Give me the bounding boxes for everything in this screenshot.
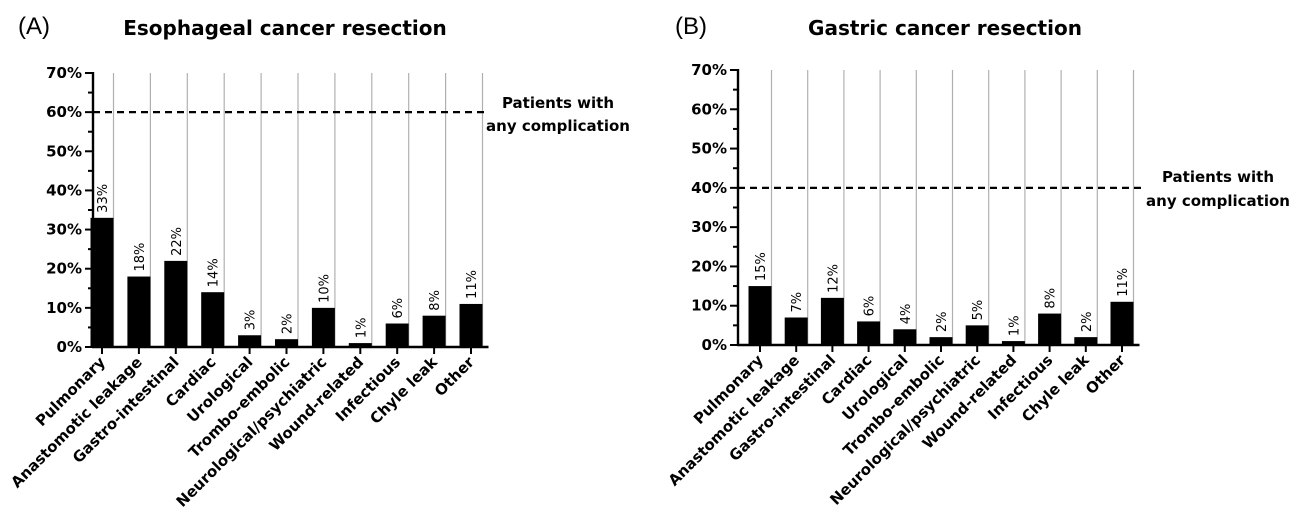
data-label: 10% xyxy=(317,274,332,303)
data-label: 7% xyxy=(790,292,805,313)
data-label: 11% xyxy=(465,270,480,299)
data-label: 14% xyxy=(207,258,222,287)
panel-b: (B) Gastric cancer resection 15% 7% 12% 6% 4% 2… xyxy=(665,13,1290,509)
bar-gastro-intestinal xyxy=(164,260,188,347)
reference-line-label: Patients with xyxy=(1162,168,1274,186)
x-category-label: Other xyxy=(1082,351,1129,398)
bar-anastomotic-leakage xyxy=(127,276,151,347)
bar-urological xyxy=(893,329,917,345)
bar-wound-related xyxy=(1001,341,1025,345)
x-category-label: Other xyxy=(431,353,478,400)
data-label: 6% xyxy=(863,296,878,317)
y-tick-label: 60% xyxy=(46,103,82,121)
data-label: 15% xyxy=(754,252,769,281)
data-label: 1% xyxy=(354,317,369,338)
bar-chyle-leak xyxy=(422,315,446,347)
bar-gastro-intestinal xyxy=(820,297,844,345)
chart-title: Gastric cancer resection xyxy=(808,16,1082,40)
data-label: 2% xyxy=(1080,312,1095,333)
data-label: 8% xyxy=(1044,288,1059,309)
data-label: 2% xyxy=(935,312,950,333)
y-tick-label: 0% xyxy=(702,336,727,354)
data-label: 2% xyxy=(281,314,296,335)
bar-other xyxy=(459,303,483,347)
data-label: 6% xyxy=(391,298,406,319)
bar-wound-related xyxy=(348,343,372,347)
data-label: 8% xyxy=(428,290,443,311)
bar-neurological-psychiatric xyxy=(311,307,335,347)
bar-urological xyxy=(238,335,262,347)
y-tick-label: 70% xyxy=(46,64,82,82)
bar-neurological-psychiatric xyxy=(965,325,989,345)
bar-pulmonary xyxy=(748,286,772,345)
y-tick-label: 50% xyxy=(46,142,82,160)
data-label: 33% xyxy=(96,184,111,213)
panel-a: (A) Esophageal cancer resection 33% 18% 22% 1… xyxy=(7,13,630,511)
bar-infectious xyxy=(385,323,409,347)
data-label: 11% xyxy=(1116,268,1131,297)
panel-letter: (A) xyxy=(18,13,50,40)
bar-other xyxy=(1110,301,1134,345)
y-tick-label: 30% xyxy=(46,221,82,239)
bar-pulmonary xyxy=(90,217,114,347)
y-tick-label: 20% xyxy=(46,260,82,278)
reference-line-label: Patients with xyxy=(502,94,614,112)
bar-cardiac xyxy=(857,321,881,345)
data-label: 12% xyxy=(826,264,841,293)
bar-infectious xyxy=(1038,313,1062,345)
bar-trombo-embolic xyxy=(275,339,298,347)
bar-trombo-embolic xyxy=(929,337,953,345)
data-label: 1% xyxy=(1007,315,1022,336)
data-label: 3% xyxy=(244,310,259,331)
y-tick-label: 20% xyxy=(691,257,727,275)
y-tick-label: 70% xyxy=(691,61,727,79)
reference-line-label: any complication xyxy=(486,117,630,135)
panel-letter: (B) xyxy=(675,13,707,40)
y-tick-label: 30% xyxy=(691,218,727,236)
y-tick-label: 0% xyxy=(57,338,82,356)
data-label: 4% xyxy=(899,304,914,325)
y-tick-label: 40% xyxy=(691,179,727,197)
chart-title: Esophageal cancer resection xyxy=(123,16,447,40)
y-tick-label: 10% xyxy=(46,299,82,317)
data-label: 22% xyxy=(170,227,185,256)
y-tick-label: 50% xyxy=(691,140,727,158)
data-label: 18% xyxy=(133,243,148,272)
bar-chyle-leak xyxy=(1074,337,1098,345)
reference-line-label: any complication xyxy=(1146,192,1290,210)
data-label: 5% xyxy=(971,300,986,321)
bar-anastomotic-leakage xyxy=(784,317,808,345)
y-tick-label: 60% xyxy=(691,100,727,118)
y-tick-label: 10% xyxy=(691,297,727,315)
bar-cardiac xyxy=(201,292,225,347)
y-tick-label: 40% xyxy=(46,181,82,199)
